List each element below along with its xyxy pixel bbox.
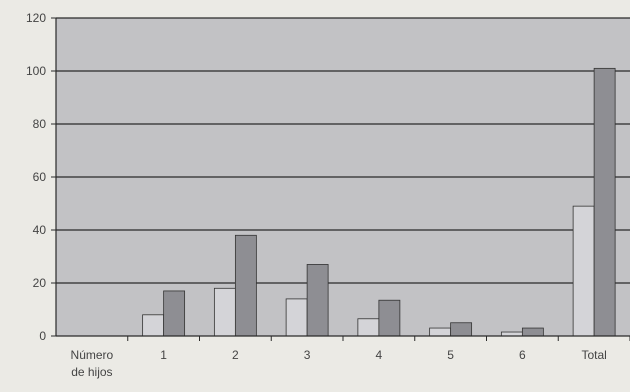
x-tick-label: Total — [581, 348, 606, 362]
bar — [163, 290, 186, 337]
bar — [357, 318, 380, 337]
y-tick-label: 100 — [26, 64, 46, 78]
y-tick-label: 80 — [33, 117, 47, 131]
bar — [450, 322, 473, 337]
x-tick-label: 2 — [232, 348, 239, 362]
axes — [55, 18, 630, 341]
y-tick-labels: 0 20 40 60 80 100 120 — [26, 11, 46, 343]
bars — [142, 67, 616, 337]
bar — [521, 327, 544, 337]
y-tick-label: 40 — [33, 223, 47, 237]
x-tick-label: Número de hijos — [71, 348, 114, 379]
x-tick-label: 5 — [447, 348, 454, 362]
bar — [593, 67, 616, 337]
y-tick-label: 60 — [33, 170, 47, 184]
x-tick-label: 4 — [376, 348, 383, 362]
x-tick-label: 1 — [160, 348, 167, 362]
bar — [213, 287, 236, 337]
x-tick-label: 6 — [519, 348, 526, 362]
y-tick-label: 0 — [39, 329, 46, 343]
bar — [285, 298, 308, 337]
bar — [234, 234, 257, 337]
bar — [306, 264, 329, 337]
bar — [429, 327, 452, 337]
gridlines — [51, 17, 630, 337]
y-tick-label: 120 — [26, 11, 46, 25]
bar — [572, 205, 595, 337]
bar — [378, 299, 401, 337]
bar — [142, 314, 165, 337]
x-tick-label: 3 — [304, 348, 311, 362]
x-tick-labels: Número de hijos 1 2 3 4 5 6 Total — [71, 348, 607, 379]
y-tick-label: 20 — [33, 276, 47, 290]
